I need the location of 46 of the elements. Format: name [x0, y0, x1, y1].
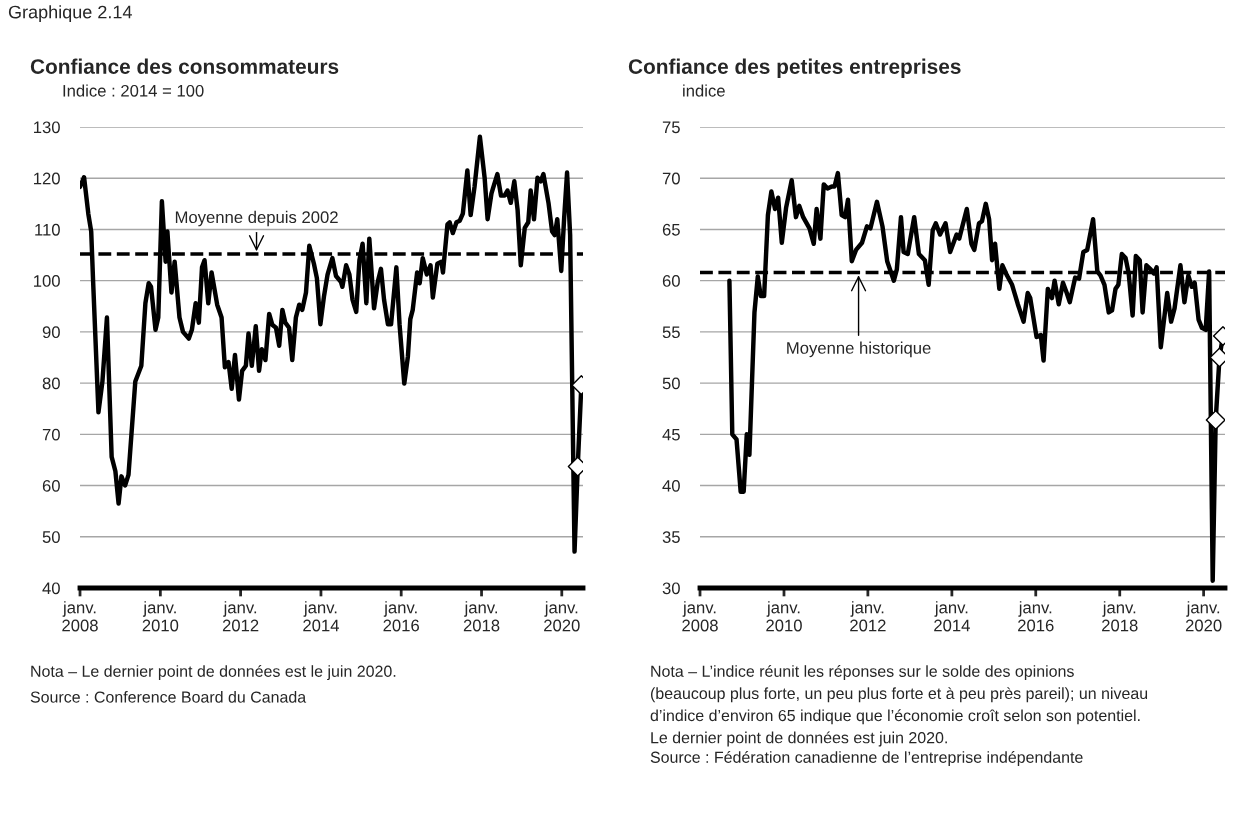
y-tick-label: 110 — [35, 223, 60, 236]
y-tick-label: 80 — [42, 377, 60, 390]
text: Nota – L’indice réunit les réponses sur le solde des opinions (beaucoup plus forte, un peu plus forte et à peu près pareil); un niveau d’indice d’environ 65 indique que l’économie croît selon son potentiel. Le dernier point de données est juin 2020. — [650, 665, 1148, 747]
y-tick-label: 70 — [42, 428, 60, 441]
y-tick-label: 60 — [662, 275, 680, 287]
text: Nota – Le dernier point de données est le juin 2020. — [31, 665, 396, 681]
annotation: Moyenne depuis 2002 — [175, 210, 338, 227]
line-series — [80, 134, 583, 554]
x-tick-label: janv. 2018 — [463, 601, 500, 632]
x-tick-label: janv. 2012 — [850, 601, 886, 632]
y-tick-label: 40 — [42, 582, 60, 595]
y-tick-label: 35 — [662, 531, 680, 543]
y-tick-label: 50 — [662, 377, 680, 390]
chart-title: Confiance des consommateurs — [30, 58, 339, 74]
y-tick-label: 40 — [662, 479, 680, 492]
text: Graphique 2.14 — [8, 5, 132, 22]
x-tick-label: janv. 2014 — [303, 601, 339, 632]
x-tick-label: janv. 2008 — [682, 601, 718, 632]
y-tick-label: 30 — [662, 582, 680, 595]
y-tick-label: 50 — [42, 531, 60, 543]
y-tick-label: 75 — [662, 121, 680, 134]
x-tick-label: janv. 2020 — [1185, 601, 1222, 632]
y-tick-label: 55 — [662, 326, 680, 339]
source-note: Source : Conference Board du Canada — [30, 691, 307, 703]
x-tick-label: janv. 2012 — [222, 601, 259, 632]
x-tick-label: janv. 2018 — [1102, 601, 1138, 632]
x-tick-label: janv. 2008 — [62, 601, 98, 632]
y-axis-title: Indice : 2014 = 100 — [63, 84, 204, 97]
x-tick-label: janv. 2020 — [544, 601, 580, 632]
x-tick-label: janv. 2010 — [766, 601, 802, 632]
y-tick-label: 130 — [34, 121, 60, 134]
x-tick-label: janv. 2010 — [142, 601, 179, 632]
y-tick-label: 60 — [42, 479, 60, 492]
x-tick-label: janv. 2016 — [383, 601, 419, 632]
annotation: Moyenne historique — [787, 341, 931, 358]
y-tick-label: 90 — [42, 326, 60, 339]
x-tick-label: janv. 2014 — [934, 601, 970, 632]
chart-title: Confiance des petites entreprises — [628, 58, 961, 78]
y-tick-label: 100 — [34, 275, 60, 287]
y-tick-label: 65 — [662, 223, 680, 236]
y-tick-label: 120 — [34, 172, 60, 185]
x-tick-label: janv. 2016 — [1018, 601, 1054, 632]
y-tick-label: 70 — [662, 172, 680, 185]
y-axis-title: indice — [683, 84, 725, 97]
y-tick-label: 45 — [662, 428, 680, 441]
source-note: Source : Fédération canadienne de l’entreprise indépendante — [650, 751, 1083, 767]
